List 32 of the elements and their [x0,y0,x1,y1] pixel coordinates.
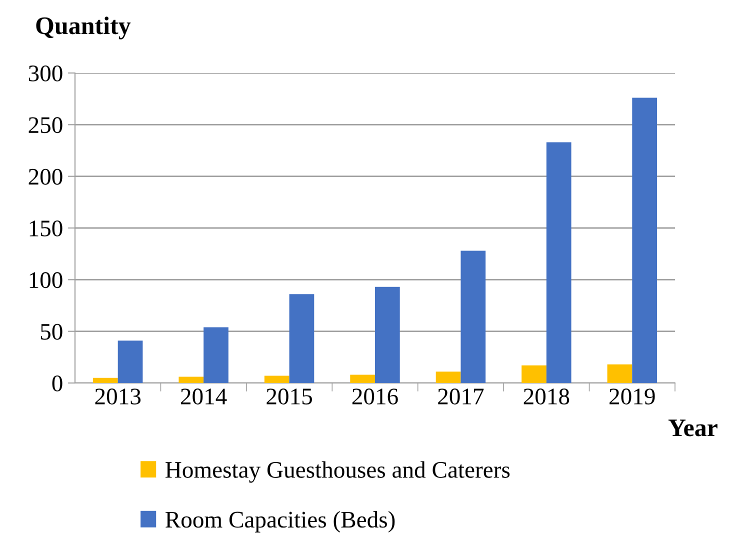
x-tick-label: 2014 [180,388,227,404]
y-tick-label: 0 [52,375,62,392]
bar [546,142,572,383]
bar [607,364,632,383]
bar [289,294,314,383]
bar [522,365,546,383]
bar [375,286,400,383]
bar [178,376,204,383]
x-tick-label: 2016 [352,388,398,404]
bar [436,372,461,383]
y-tick-label: 200 [28,168,62,185]
bar [204,327,228,383]
bar [460,250,486,383]
y-tick-label: 250 [28,117,62,134]
legend-label: Room Capacities (Beds) [166,511,395,532]
x-tick-label: 2018 [524,388,570,404]
y-tick-label: 50 [40,324,62,340]
x-tick-label: 2013 [95,388,141,404]
y-axis-title: Quantity [36,16,131,40]
bar [350,374,375,383]
y-tick-label: 150 [30,220,62,236]
bar [264,376,290,383]
y-tick-label: 100 [30,272,62,288]
y-tick-label: 300 [28,65,62,82]
legend-label: Homestay Guesthouses and Caterers [166,461,510,483]
bar [632,98,657,383]
x-axis-title: Year [668,420,718,436]
x-tick-label: 2017 [438,388,484,404]
bar [93,378,118,383]
x-tick-label: 2019 [610,388,655,404]
bar [118,340,143,383]
x-tick-label: 2015 [266,388,312,404]
